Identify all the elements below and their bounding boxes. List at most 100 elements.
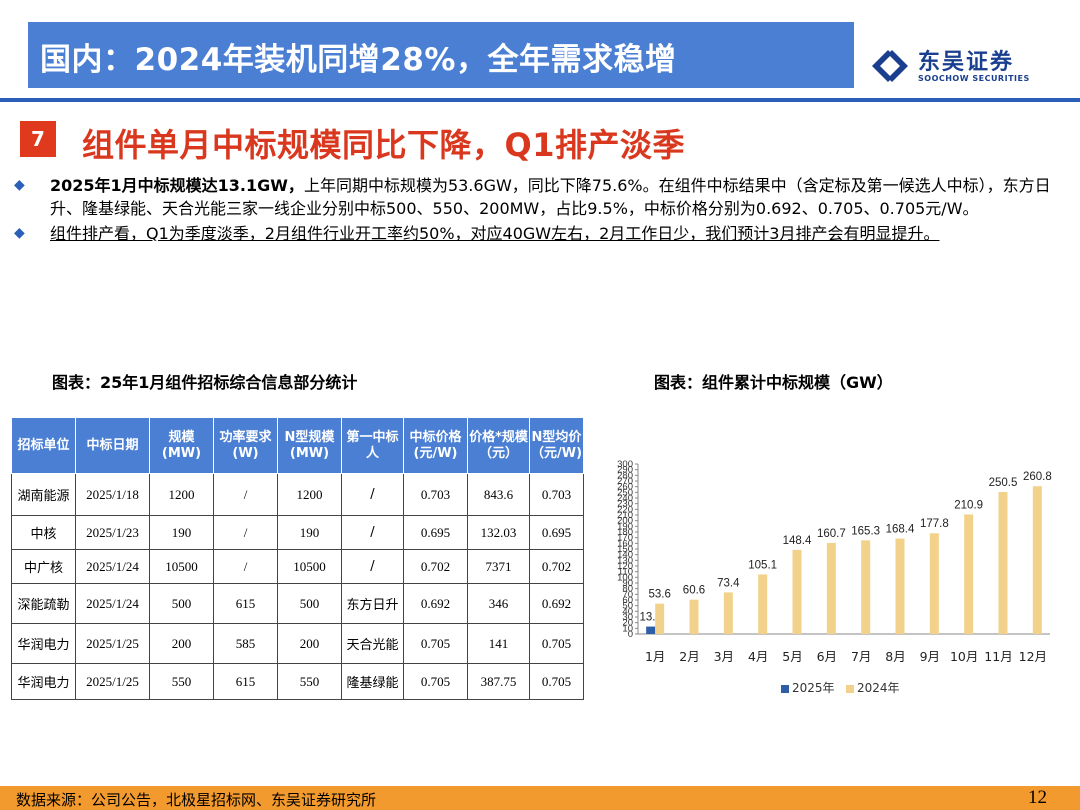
title-banner — [28, 22, 854, 88]
table-cell: 2025/1/25 — [75, 663, 150, 700]
y-tick-label: 140 — [617, 550, 633, 561]
brand-logo: 东吴证券 SOOCHOW SECURITIES — [868, 40, 1048, 92]
table-cell: 843.6 — [467, 473, 530, 516]
legend-item-2024: 2024年 — [846, 681, 900, 695]
y-tick-label: 220 — [617, 504, 633, 515]
logo-en-text: SOOCHOW SECURITIES — [918, 74, 1030, 83]
table-cell: 200 — [149, 623, 214, 664]
bullet-lead-text: 2025年1月中标规模达13.1GW， — [50, 176, 304, 195]
table-cell: 深能疏勒 — [11, 583, 76, 624]
data-label: 260.8 — [1023, 471, 1052, 483]
soochow-logo-icon — [872, 50, 908, 82]
table-cell: 500 — [149, 583, 214, 624]
table-cell: 346 — [467, 583, 530, 624]
data-label: 148.4 — [783, 535, 812, 547]
bar-2024年 — [1032, 486, 1042, 634]
table-cell: 2025/1/18 — [75, 473, 150, 516]
y-tick-label: 300 — [617, 459, 633, 470]
bar-2024年 — [861, 540, 871, 634]
table-cell: / — [213, 515, 278, 550]
y-tick-label: 250 — [617, 487, 633, 498]
table-cell: 2025/1/24 — [75, 583, 150, 624]
data-label: 165.3 — [851, 525, 880, 537]
y-tick-label: 70 — [622, 589, 633, 600]
x-tick-label: 12月 — [1019, 649, 1047, 664]
data-label: 177.8 — [920, 518, 949, 530]
bullet-item: ◆ 2025年1月中标规模达13.1GW，上年同期中标规模为53.6GW，同比下… — [14, 174, 1064, 220]
header-rule — [0, 98, 1080, 102]
table-cell: 华润电力 — [11, 623, 76, 664]
data-label: 250.5 — [989, 477, 1018, 489]
y-tick-label: 150 — [617, 544, 633, 555]
bar-2025年 — [646, 626, 656, 634]
table-cell: 585 — [213, 623, 278, 664]
x-tick-label: 2月 — [679, 649, 699, 664]
bullet-body-text: 组件排产看，Q1为季度淡季，2月组件行业开工率约50%，对应40GW左右，2月工… — [50, 224, 940, 243]
table-cell: 615 — [213, 663, 278, 700]
table-row: 湖南能源 2025/1/18 1200/1200/0.703 843.6 0.703 — [11, 473, 584, 516]
page-number: 12 — [1028, 787, 1047, 808]
bar-2024年 — [689, 599, 699, 634]
table-cell: 7371 — [467, 549, 530, 584]
footer-bar — [0, 786, 1080, 810]
bullet-item: ◆ 组件排产看，Q1为季度淡季，2月组件行业开工率约50%，对应40GW左右，2… — [14, 222, 1064, 245]
x-tick-label: 9月 — [920, 649, 940, 664]
legend-item-2025: 2025年 — [781, 681, 835, 695]
y-tick-label: 160 — [617, 538, 633, 549]
table-cell: / — [213, 473, 278, 516]
table-cell: 2025/1/23 — [75, 515, 150, 550]
y-tick-label: 50 — [622, 601, 633, 612]
data-label: 73.4 — [717, 577, 740, 589]
bar-2024年 — [998, 492, 1008, 634]
table-cell: 0.695 — [403, 515, 468, 550]
y-tick-label: 280 — [617, 470, 633, 481]
y-tick-label: 230 — [617, 499, 633, 510]
data-label: 60.6 — [683, 585, 705, 597]
data-label: 53.6 — [648, 589, 670, 601]
y-tick-label: 270 — [617, 476, 633, 487]
table-cell: 0.703 — [403, 473, 468, 516]
table-cell: 1200 — [277, 473, 342, 516]
logo-cn-text: 东吴证券 — [918, 50, 1015, 75]
table-cell: 1200 — [149, 473, 214, 516]
x-tick-label: 11月 — [984, 649, 1012, 664]
table-caption: 图表：25年1月组件招标综合信息部分统计 — [52, 373, 358, 392]
x-tick-label: 1月 — [645, 649, 665, 664]
data-label: 105.1 — [748, 559, 777, 571]
table-cell: 0.692 — [403, 583, 468, 624]
table-cell: / — [341, 473, 404, 516]
y-tick-label: 120 — [617, 561, 633, 572]
column-header: 规模(MW) — [149, 417, 214, 474]
chart-caption: 图表：组件累计中标规模（GW） — [654, 373, 893, 392]
table-cell: 0.705 — [529, 623, 584, 664]
x-tick-label: 5月 — [782, 649, 802, 664]
table-cell: 550 — [149, 663, 214, 700]
table-cell: 0.705 — [403, 623, 468, 664]
y-tick-label: 200 — [617, 516, 633, 527]
bid-info-table: 招标单位 中标日期 规模(MW) 功率要求(W) N型规模(MW) 第一中标人 … — [11, 417, 584, 700]
table-header-row: 招标单位 中标日期 规模(MW) 功率要求(W) N型规模(MW) 第一中标人 … — [11, 417, 584, 474]
column-header: 中标日期 — [75, 417, 150, 474]
table-cell: 500 — [277, 583, 342, 624]
y-tick-label: 100 — [617, 572, 633, 583]
table-cell: / — [341, 515, 404, 550]
column-header: 招标单位 — [11, 417, 76, 474]
data-source: 数据来源：公司公告，北极星招标网、东吴证券研究所 — [16, 791, 377, 809]
page-title: 国内：2024年装机同增28%，全年需求稳增 — [40, 42, 677, 78]
table-cell: 10500 — [149, 549, 214, 584]
y-tick-label: 170 — [617, 533, 633, 544]
table-row: 华润电力 2025/1/25 550 615 550 隆基绿能 0.705 387.75 0.7… — [11, 663, 584, 700]
y-tick-label: 260 — [617, 482, 633, 493]
x-tick-label: 8月 — [885, 649, 905, 664]
table-cell: 0.703 — [529, 473, 584, 516]
table-row: 深能疏勒 2025/1/24 500 615 500 东方日升 0.692 346 0.692 — [11, 583, 584, 624]
table-cell: 615 — [213, 583, 278, 624]
diamond-bullet-icon: ◆ — [14, 177, 25, 193]
table-row: 中广核 2025/1/24 10500/10500/0.702 7371 0.702 — [11, 549, 584, 584]
bar-2024年 — [964, 514, 974, 634]
table-row: 中核 2025/1/23 190/190/0.695 132.03 0.695 — [11, 515, 584, 550]
table-cell: 中核 — [11, 515, 76, 550]
y-tick-label: 80 — [622, 584, 633, 595]
y-tick-label: 20 — [622, 618, 633, 629]
column-header: N型规模(MW) — [277, 417, 342, 474]
